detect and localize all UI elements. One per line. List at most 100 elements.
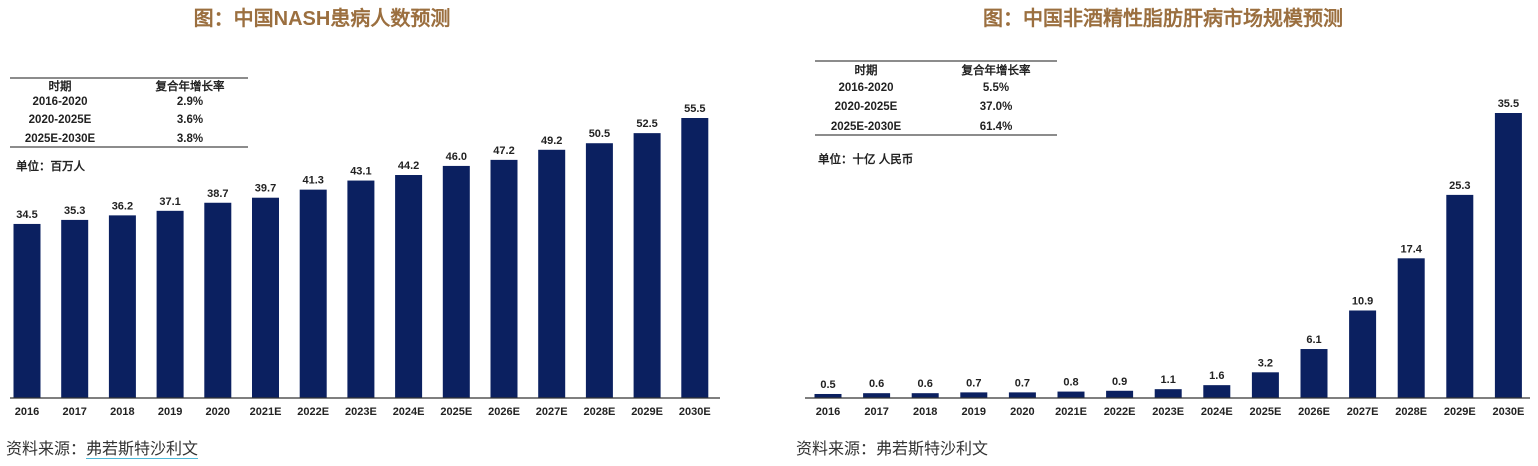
unit-label-nafld: 单位：十亿 人民币 <box>818 152 913 166</box>
data-label: 1.6 <box>1209 370 1224 382</box>
source-link[interactable]: 弗若斯特沙利文 <box>86 439 199 459</box>
data-label: 0.6 <box>869 378 884 390</box>
source-note-left: 资料来源：弗若斯特沙利文 <box>6 435 199 459</box>
cagr-table-nash: 时期 复合年增长率 2016-2020 2.9% 2020-2025E 3.6%… <box>10 77 248 148</box>
source-note-right: 资料来源：弗若斯特沙利文 <box>796 435 988 459</box>
bar-2027E <box>538 149 566 398</box>
x-tick-label: 2017 <box>864 406 888 418</box>
data-label: 35.5 <box>1498 98 1519 110</box>
bar-2028E <box>1397 258 1425 398</box>
x-tick-label: 2018 <box>913 406 937 418</box>
table-cell: 2020-2025E <box>29 114 92 126</box>
bar-2019 <box>960 392 988 398</box>
bar-2022E <box>299 189 327 398</box>
bar-2030E <box>1494 113 1522 398</box>
x-tick-label: 2028E <box>583 406 615 418</box>
x-tick-label: 2025E <box>440 406 472 418</box>
data-label: 50.5 <box>589 128 610 140</box>
x-tick-label: 2030E <box>679 406 711 418</box>
bar-2016 <box>814 393 842 398</box>
bar-2023E <box>347 180 375 398</box>
table-cell: 37.0% <box>980 101 1013 113</box>
bar-2017 <box>863 393 891 398</box>
bar-2018 <box>911 393 939 398</box>
x-tick-label: 2028E <box>1395 406 1427 418</box>
table-cell: 2016-2020 <box>33 96 88 108</box>
x-tick-label: 2022E <box>1104 406 1136 418</box>
bar-2030E <box>681 118 709 398</box>
data-label: 49.2 <box>541 135 562 147</box>
table-header-cagr: 复合年增长率 <box>961 63 1031 77</box>
data-label: 44.2 <box>398 160 419 172</box>
table-cell: 2016-2020 <box>839 82 894 94</box>
bar-2026E <box>1300 349 1328 398</box>
x-tick-label: 2024E <box>393 406 425 418</box>
bar-2016 <box>13 223 41 398</box>
data-label: 36.2 <box>112 200 133 212</box>
bar-2022E <box>1106 390 1134 398</box>
data-label: 41.3 <box>302 175 323 187</box>
unit-label-nash: 单位：百万人 <box>16 159 85 173</box>
table-header-cagr: 复合年增长率 <box>155 79 225 93</box>
data-label: 47.2 <box>493 145 514 157</box>
source-name: 弗若斯特沙利文 <box>876 439 989 458</box>
x-tick-label: 2023E <box>1152 406 1184 418</box>
x-tick-label: 2025E <box>1249 406 1281 418</box>
x-tick-label: 2027E <box>1347 406 1379 418</box>
table-cell: 2020-2025E <box>835 101 898 113</box>
data-label: 0.7 <box>1015 377 1030 389</box>
data-label: 17.4 <box>1400 243 1422 255</box>
table-cell: 2.9% <box>177 96 203 108</box>
bar-2028E <box>585 143 613 398</box>
cagr-table-nafld: 时期 复合年增长率 2016-2020 5.5% 2020-2025E 37.0… <box>815 60 1057 136</box>
bar-2026E <box>490 159 518 398</box>
bar-2020 <box>204 202 232 398</box>
source-prefix: 资料来源： <box>796 439 877 458</box>
x-tick-label: 2023E <box>345 406 377 418</box>
table-cell: 5.5% <box>983 82 1009 94</box>
x-tick-label: 2020 <box>1010 406 1034 418</box>
table-cell: 2025E-2030E <box>831 121 902 133</box>
bar-2027E <box>1349 310 1377 398</box>
data-label: 52.5 <box>636 118 657 130</box>
x-tick-label: 2017 <box>62 406 86 418</box>
x-tick-label: 2019 <box>962 406 986 418</box>
x-tick-label: 2030E <box>1492 406 1524 418</box>
data-label: 1.1 <box>1161 374 1176 386</box>
data-label: 35.3 <box>64 205 85 217</box>
table-cell: 3.8% <box>177 133 203 145</box>
bar-2019 <box>156 210 184 398</box>
data-label: 46.0 <box>446 151 467 163</box>
data-label: 34.5 <box>16 209 37 221</box>
data-label: 25.3 <box>1449 180 1470 192</box>
bar-2029E <box>633 133 661 398</box>
table-header-period: 时期 <box>855 63 878 77</box>
x-tick-label: 2016 <box>15 406 39 418</box>
bar-2021E <box>252 197 279 398</box>
x-tick-label: 2026E <box>488 406 520 418</box>
data-label: 38.7 <box>207 188 228 200</box>
x-tick-label: 2019 <box>158 406 182 418</box>
data-label: 39.7 <box>255 183 276 195</box>
data-label: 55.5 <box>684 103 705 115</box>
bar-2025E <box>1251 372 1279 398</box>
table-cell: 61.4% <box>980 121 1013 133</box>
data-label: 0.8 <box>1063 377 1078 389</box>
bar-2018 <box>108 215 136 398</box>
bar-2021E <box>1057 391 1085 398</box>
x-tick-label: 2021E <box>250 406 282 418</box>
data-label: 0.5 <box>820 379 835 391</box>
data-label: 0.7 <box>966 377 981 389</box>
x-tick-label: 2020 <box>206 406 230 418</box>
bar-2017 <box>61 219 89 398</box>
bar-2023E <box>1154 389 1182 398</box>
table-cell: 3.6% <box>177 114 203 126</box>
x-tick-label: 2024E <box>1201 406 1233 418</box>
x-tick-label: 2021E <box>1055 406 1087 418</box>
data-label: 3.2 <box>1258 357 1273 369</box>
x-tick-label: 2027E <box>536 406 568 418</box>
x-tick-label: 2029E <box>631 406 663 418</box>
bar-2024E <box>395 175 423 398</box>
data-label: 6.1 <box>1306 334 1321 346</box>
